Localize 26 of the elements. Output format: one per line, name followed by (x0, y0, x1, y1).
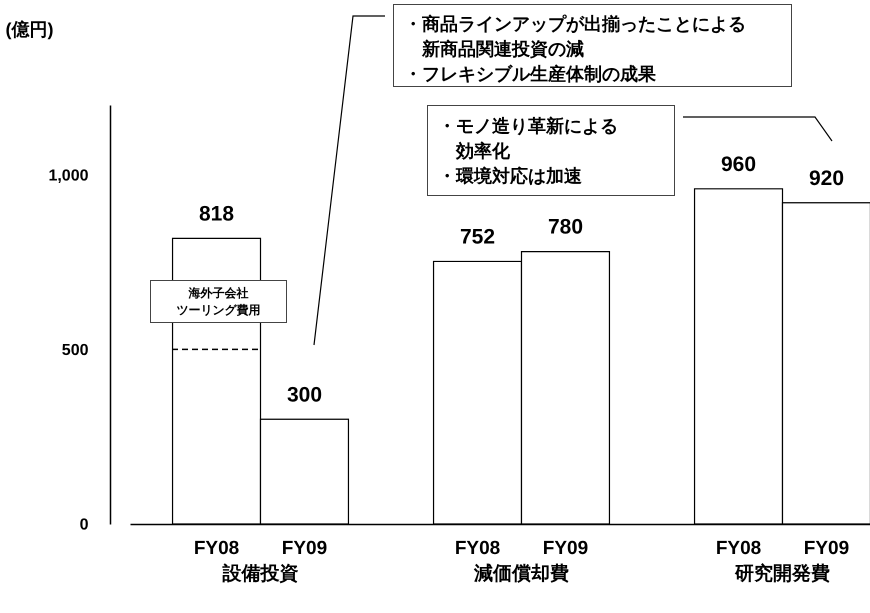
x-tick-label: 減価償却費 (473, 562, 569, 584)
series-label: FY08 (194, 538, 240, 559)
data-label: 818 (199, 202, 234, 226)
annotation: ・モノ造り革新による効率化 (438, 115, 619, 163)
x-tick-label: 設備投資 (222, 562, 298, 584)
y-tick-label: 500 (62, 342, 89, 359)
data-label: 780 (548, 216, 583, 239)
text: FY09 (542, 538, 588, 559)
y-tick-label: 0 (80, 516, 89, 534)
text: FY08 (716, 538, 762, 559)
annotation: ツーリング費用 (176, 302, 262, 319)
annotation: 海外子会社 (188, 285, 250, 302)
y-tick-label: 1,000 (48, 167, 89, 184)
callout-box: ・商品ラインアップが出揃ったことによる新商品関連投資の減 ・フレキシブル生産体制の成果 (393, 4, 792, 87)
data-label: 920 (808, 166, 844, 190)
data-label: 752 (460, 225, 496, 248)
y-axis-title: (億円) (6, 20, 54, 40)
callout-box: ・モノ造り革新による効率化 ・環境対応は加速 (427, 105, 675, 196)
series-label: FY09 (282, 538, 328, 559)
text: FY09 (804, 538, 850, 559)
data-label: 960 (721, 152, 756, 176)
text: FY08 (454, 538, 500, 559)
callout-box: 海外子会社 ツーリング費用 (150, 280, 287, 323)
annotation: ・環境対応は加速 (438, 165, 583, 188)
data-label: 300 (286, 383, 322, 406)
x-tick-label: 研究開発費 (734, 562, 830, 584)
